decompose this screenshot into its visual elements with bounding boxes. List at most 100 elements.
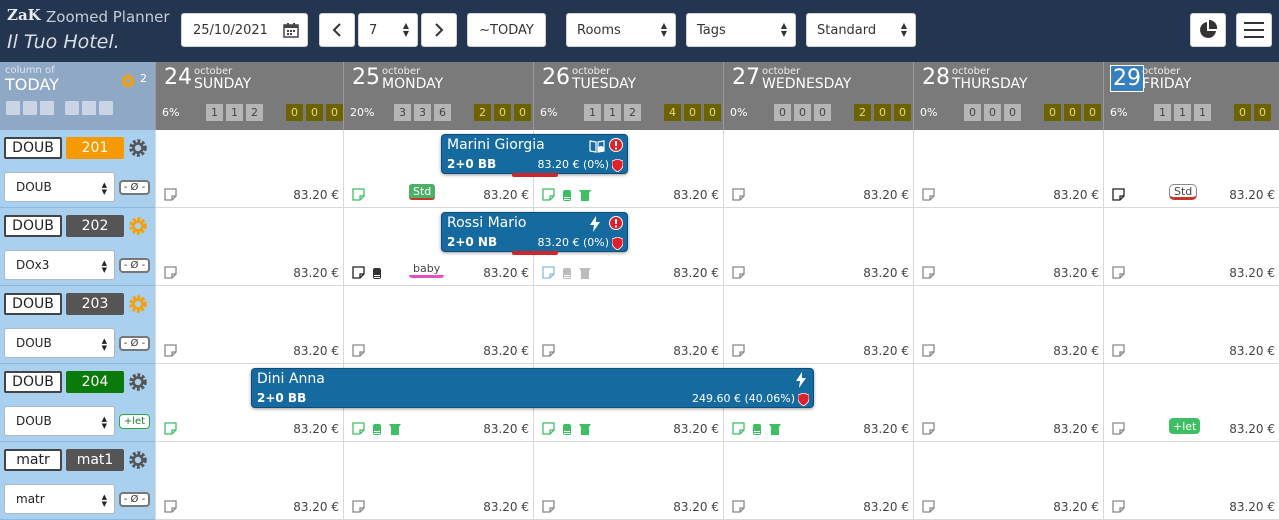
stat-count[interactable]: 1 (604, 104, 621, 121)
note-icon[interactable] (1112, 420, 1125, 435)
arrival-count[interactable]: 0 (326, 104, 343, 121)
planner-cell[interactable]: 83.20 € (155, 286, 343, 364)
note-icon[interactable] (732, 264, 745, 279)
stat-count[interactable]: 1 (206, 104, 223, 121)
view-select[interactable]: Standard ▲ ▼ (806, 13, 916, 47)
towel-service-icon[interactable] (579, 187, 591, 201)
planner-cell[interactable]: 83.20 € (913, 208, 1103, 286)
stat-count[interactable]: 1 (226, 104, 243, 121)
arrival-count[interactable]: 0 (1044, 104, 1061, 121)
today-button[interactable]: ~TODAY (467, 13, 546, 47)
day-number[interactable]: 29 (1110, 65, 1144, 92)
stat-count[interactable]: 1 (1194, 104, 1211, 121)
room-type-button[interactable]: DOUB (4, 215, 62, 237)
planner-cell[interactable]: 83.20 € (155, 442, 343, 520)
note-icon[interactable] (922, 186, 935, 201)
planner-cell[interactable]: 83.20 € (723, 286, 913, 364)
tag-baby[interactable]: baby (409, 262, 445, 278)
arrival-count[interactable]: 0 (684, 104, 701, 121)
stat-count[interactable]: 0 (814, 104, 831, 121)
rate-select[interactable]: DOx3 ▲ ▼ (4, 250, 115, 280)
stat-count[interactable]: 0 (794, 104, 811, 121)
room-number-button[interactable]: 203 (66, 293, 124, 315)
room-number-button[interactable]: 204 (66, 371, 124, 393)
gear-icon[interactable] (128, 138, 148, 158)
note-icon[interactable] (1112, 498, 1125, 513)
room-number-button[interactable]: mat1 (66, 449, 124, 471)
date-input[interactable]: 25/10/2021 (181, 13, 308, 47)
towel-service-icon[interactable] (579, 421, 591, 435)
note-icon[interactable] (164, 342, 177, 357)
note-icon[interactable] (1112, 264, 1125, 279)
note-icon[interactable] (542, 264, 555, 279)
arrival-count[interactable]: 0 (1064, 104, 1081, 121)
room-number-button[interactable]: 201 (66, 137, 124, 159)
tag-std[interactable]: Std (1169, 184, 1198, 200)
linen-service-icon[interactable] (561, 421, 573, 435)
note-icon[interactable] (352, 420, 365, 435)
towel-service-icon[interactable] (579, 265, 591, 279)
note-icon[interactable] (352, 342, 365, 357)
save-icon[interactable] (6, 101, 20, 115)
stat-count[interactable]: 2 (246, 104, 263, 121)
room-tag[interactable]: - Ø - (119, 258, 150, 273)
floppy-icon[interactable] (23, 101, 37, 115)
gear-icon[interactable] (128, 216, 148, 236)
note-icon[interactable] (732, 342, 745, 357)
arrival-count[interactable]: 0 (1254, 104, 1271, 121)
stat-count[interactable]: 1 (1174, 104, 1191, 121)
planner-cell[interactable]: 83.20 € (913, 286, 1103, 364)
next-button[interactable] (421, 13, 457, 47)
room-type-button[interactable]: matr (4, 449, 62, 471)
note-icon[interactable] (352, 498, 365, 513)
days-select[interactable]: 7 ▲ ▼ (358, 13, 418, 47)
arrival-count[interactable]: 4 (664, 104, 681, 121)
linen-service-icon[interactable] (371, 421, 383, 435)
gear-icon[interactable] (119, 72, 137, 90)
rooms-select[interactable]: Rooms ▲ ▼ (566, 13, 676, 47)
booking-marini-giorgia[interactable]: Marini Giorgia 2+0 BB 83.20 € (0%) (441, 134, 628, 177)
room-type-button[interactable]: DOUB (4, 137, 62, 159)
today-label[interactable]: TODAY (5, 75, 59, 94)
note-icon[interactable] (1112, 342, 1125, 357)
stat-count[interactable]: 6 (434, 104, 451, 121)
day-number[interactable]: 26 (542, 65, 570, 90)
stat-count[interactable]: 0 (774, 104, 791, 121)
planner-cell[interactable]: 83.20 € (155, 208, 343, 286)
stat-count[interactable]: 1 (584, 104, 601, 121)
dinner-icon[interactable] (99, 101, 113, 115)
day-number[interactable]: 25 (352, 65, 380, 90)
room-type-button[interactable]: DOUB (4, 371, 62, 393)
day-number[interactable]: 27 (732, 65, 760, 90)
note-icon[interactable] (542, 420, 555, 435)
note-icon[interactable] (542, 186, 555, 201)
note-icon[interactable] (922, 264, 935, 279)
planner-cell[interactable]: 83.20 € (533, 286, 723, 364)
linen-service-icon[interactable] (561, 187, 573, 201)
tags-select[interactable]: Tags ▲ ▼ (686, 13, 796, 47)
alert-icon[interactable] (609, 138, 623, 152)
gear-icon[interactable] (128, 372, 148, 392)
planner-cell[interactable]: 83.20 € (1103, 286, 1279, 364)
note-icon[interactable] (922, 342, 935, 357)
planner-cell[interactable]: 83.20 € (723, 208, 913, 286)
gear-icon[interactable] (128, 294, 148, 314)
room-type-button[interactable]: DOUB (4, 293, 62, 315)
planner-cell[interactable]: 83.20 € (1103, 442, 1279, 520)
planner-cell[interactable]: 83.20 € (913, 130, 1103, 208)
planner-cell[interactable]: 83.20 € (155, 130, 343, 208)
planner-cell[interactable]: 83.20 € (913, 364, 1103, 442)
note-icon[interactable] (164, 420, 177, 435)
tag-std[interactable]: Std (409, 184, 436, 200)
menu-button[interactable] (1236, 13, 1272, 47)
room-tag[interactable]: - Ø - (119, 336, 150, 351)
note-icon[interactable] (164, 186, 177, 201)
gear-icon[interactable] (128, 450, 148, 470)
arrival-count[interactable]: 2 (474, 104, 491, 121)
note-icon[interactable] (164, 498, 177, 513)
stat-count[interactable]: 1 (1154, 104, 1171, 121)
arrival-count[interactable]: 0 (1084, 104, 1101, 121)
stat-count[interactable]: 3 (414, 104, 431, 121)
note-icon[interactable] (922, 498, 935, 513)
planner-cell[interactable]: 83.20 € (343, 442, 533, 520)
